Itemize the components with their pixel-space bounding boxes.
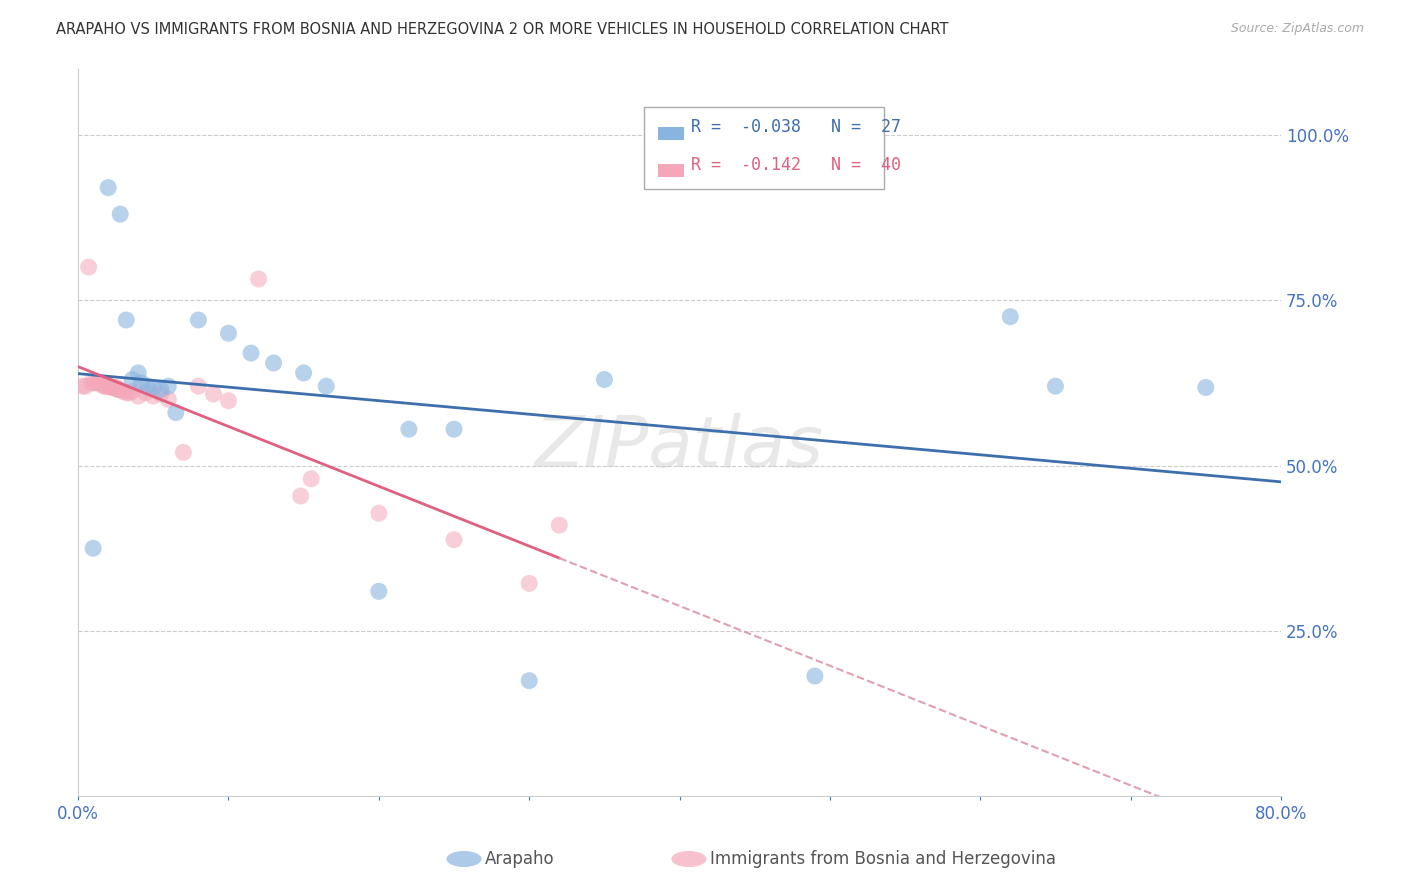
Arapaho: [97, 180, 120, 194]
Arapaho: [263, 356, 285, 370]
Immigrants from Bosnia and Herzegovina: [548, 518, 571, 533]
Arapaho: [315, 379, 337, 393]
Immigrants from Bosnia and Herzegovina: [135, 385, 157, 400]
Immigrants from Bosnia and Herzegovina: [86, 376, 108, 390]
Immigrants from Bosnia and Herzegovina: [83, 376, 105, 390]
Text: Immigrants from Bosnia and Herzegovina: Immigrants from Bosnia and Herzegovina: [710, 850, 1056, 868]
Arapaho: [517, 673, 540, 688]
Immigrants from Bosnia and Herzegovina: [107, 383, 129, 397]
Immigrants from Bosnia and Herzegovina: [217, 393, 239, 408]
Immigrants from Bosnia and Herzegovina: [80, 376, 103, 390]
Immigrants from Bosnia and Herzegovina: [299, 472, 322, 486]
Arapaho: [165, 406, 187, 420]
Text: R =  -0.038   N =  27: R = -0.038 N = 27: [690, 119, 901, 136]
Text: R =  -0.142   N =  40: R = -0.142 N = 40: [690, 155, 901, 174]
Immigrants from Bosnia and Herzegovina: [172, 445, 194, 459]
Immigrants from Bosnia and Herzegovina: [97, 379, 120, 393]
Arapaho: [240, 346, 263, 360]
Immigrants from Bosnia and Herzegovina: [112, 384, 135, 399]
Immigrants from Bosnia and Herzegovina: [290, 489, 312, 503]
Arapaho: [149, 383, 172, 397]
Immigrants from Bosnia and Herzegovina: [142, 389, 165, 403]
Immigrants from Bosnia and Herzegovina: [101, 380, 124, 394]
Immigrants from Bosnia and Herzegovina: [367, 506, 389, 520]
Arapaho: [127, 366, 149, 380]
Immigrants from Bosnia and Herzegovina: [517, 576, 540, 591]
Immigrants from Bosnia and Herzegovina: [89, 376, 111, 390]
Immigrants from Bosnia and Herzegovina: [443, 533, 465, 547]
Immigrants from Bosnia and Herzegovina: [75, 379, 97, 393]
Arapaho: [142, 380, 165, 394]
Arapaho: [292, 366, 315, 380]
Arapaho: [217, 326, 239, 341]
Immigrants from Bosnia and Herzegovina: [187, 379, 209, 393]
Arapaho: [1000, 310, 1022, 324]
Text: ZIPatlas: ZIPatlas: [536, 412, 824, 482]
Immigrants from Bosnia and Herzegovina: [77, 260, 100, 274]
Immigrants from Bosnia and Herzegovina: [202, 387, 225, 401]
Immigrants from Bosnia and Herzegovina: [247, 272, 270, 286]
Arapaho: [82, 541, 104, 556]
Arapaho: [121, 372, 143, 386]
Immigrants from Bosnia and Herzegovina: [90, 376, 112, 390]
Arapaho: [1045, 379, 1067, 393]
Arapaho: [443, 422, 465, 436]
Arapaho: [157, 379, 180, 393]
Immigrants from Bosnia and Herzegovina: [98, 379, 121, 393]
Arapaho: [367, 584, 389, 599]
Arapaho: [187, 313, 209, 327]
Immigrants from Bosnia and Herzegovina: [157, 392, 180, 407]
Immigrants from Bosnia and Herzegovina: [118, 385, 141, 400]
Immigrants from Bosnia and Herzegovina: [127, 389, 149, 403]
Immigrants from Bosnia and Herzegovina: [115, 385, 138, 400]
Arapaho: [110, 207, 132, 221]
Text: ARAPAHO VS IMMIGRANTS FROM BOSNIA AND HERZEGOVINA 2 OR MORE VEHICLES IN HOUSEHOL: ARAPAHO VS IMMIGRANTS FROM BOSNIA AND HE…: [56, 22, 949, 37]
Immigrants from Bosnia and Herzegovina: [149, 387, 172, 401]
Immigrants from Bosnia and Herzegovina: [100, 380, 122, 394]
Immigrants from Bosnia and Herzegovina: [104, 380, 127, 394]
Arapaho: [398, 422, 420, 436]
Immigrants from Bosnia and Herzegovina: [103, 380, 125, 394]
Arapaho: [129, 376, 152, 390]
Immigrants from Bosnia and Herzegovina: [110, 383, 132, 397]
Immigrants from Bosnia and Herzegovina: [72, 379, 94, 393]
Text: Source: ZipAtlas.com: Source: ZipAtlas.com: [1230, 22, 1364, 36]
Arapaho: [593, 372, 616, 386]
Immigrants from Bosnia and Herzegovina: [105, 383, 128, 397]
Immigrants from Bosnia and Herzegovina: [94, 379, 117, 393]
Immigrants from Bosnia and Herzegovina: [93, 379, 115, 393]
Arapaho: [804, 669, 827, 683]
Immigrants from Bosnia and Herzegovina: [96, 379, 118, 393]
Arapaho: [115, 313, 138, 327]
Text: Arapaho: Arapaho: [485, 850, 555, 868]
Arapaho: [136, 379, 159, 393]
Immigrants from Bosnia and Herzegovina: [121, 384, 143, 399]
Arapaho: [1195, 380, 1218, 394]
